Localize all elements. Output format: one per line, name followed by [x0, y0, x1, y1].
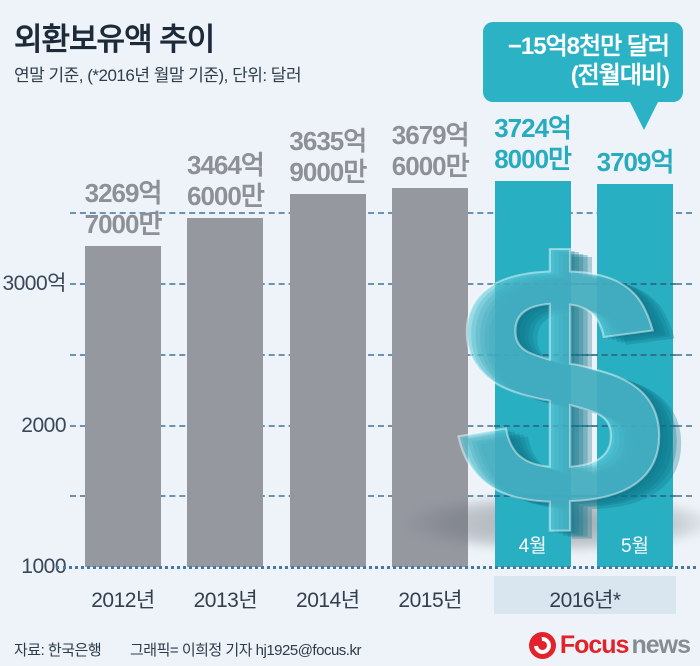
gridline-overlay-2000: [494, 424, 676, 427]
logo-text-focus: Focus: [559, 631, 630, 659]
bar-value-line: 3464억: [187, 150, 265, 181]
bar-value-line: 3709억: [596, 146, 675, 177]
x-axis-baseline: [56, 566, 696, 569]
bar-value-label: 3464억 6000만: [150, 150, 300, 212]
page-subtitle: 연말 기준, (*2016년 월말 기준), 단위: 달러: [14, 66, 302, 85]
bar-4월: [494, 181, 571, 567]
group-band-2016: [494, 576, 676, 614]
logo-text-news: news: [631, 631, 691, 659]
page-title: 외환보유액 추이: [14, 22, 215, 57]
callout-line1: −15억8천만 달러: [507, 33, 670, 60]
y-tick-label: 1000: [21, 555, 66, 578]
bar-value-line: 7000만: [84, 208, 163, 239]
bar-value-label: 3709억: [560, 147, 700, 178]
bar-value-line: 6000만: [391, 150, 470, 181]
gridline-2500: [70, 353, 692, 356]
y-tick-label: 3000억: [2, 272, 66, 295]
gridline-overlay-1500: [494, 495, 676, 498]
bar-value-line: 8000만: [494, 144, 572, 175]
bar-2014년: [289, 194, 366, 567]
change-callout: −15억8천만 달러 (전월대비): [483, 22, 683, 130]
bar-value-label: 3679억 6000만: [355, 120, 505, 182]
gridline-overlay-2500: [494, 353, 676, 356]
footer-credit: 그래픽= 이희정 기자 hj1925@focus.kr: [130, 642, 361, 659]
gridline-2000: [70, 424, 692, 427]
gridline-3500: [70, 212, 692, 215]
year-label-2014년: 2014년: [296, 589, 360, 612]
group-band-label: 2016년*: [549, 589, 621, 612]
bar-value-line: 3679억: [391, 119, 470, 150]
bar-value-line: 9000만: [289, 157, 367, 188]
gridline-overlay-3000: [494, 283, 676, 285]
bar-2012년: [85, 245, 161, 567]
bar-value-label: 3635억 9000만: [253, 126, 403, 188]
y-tick-label: 2000: [21, 413, 66, 437]
bar-value-label: 3269억 7000만: [48, 178, 198, 240]
bar-5월: [597, 183, 673, 567]
callout-tail-icon: [629, 100, 659, 130]
bar-value-line: 3724억: [494, 113, 572, 144]
year-label-2013년: 2013년: [193, 589, 258, 612]
year-label-2015년: 2015년: [398, 589, 462, 612]
bar-value-label: 3724억 8000만: [458, 113, 608, 175]
bar-value-line: 3635억: [289, 126, 367, 157]
gridline-1500: [70, 495, 692, 498]
footer-source: 자료: 한국은행: [14, 642, 102, 659]
callout-line2: (전월대비): [570, 62, 670, 89]
focus-news-logo: Focus news: [528, 631, 691, 660]
bar-value-line: 6000만: [187, 181, 265, 212]
gridline-3000: [70, 283, 692, 285]
bar-2013년: [187, 218, 264, 567]
focus-news-logo-icon: [528, 632, 556, 659]
bar-value-line: 3269억: [84, 177, 163, 208]
month-label-5월: 5월: [620, 536, 650, 557]
year-label-2012년: 2012년: [91, 589, 155, 612]
month-label-4월: 4월: [518, 536, 547, 557]
